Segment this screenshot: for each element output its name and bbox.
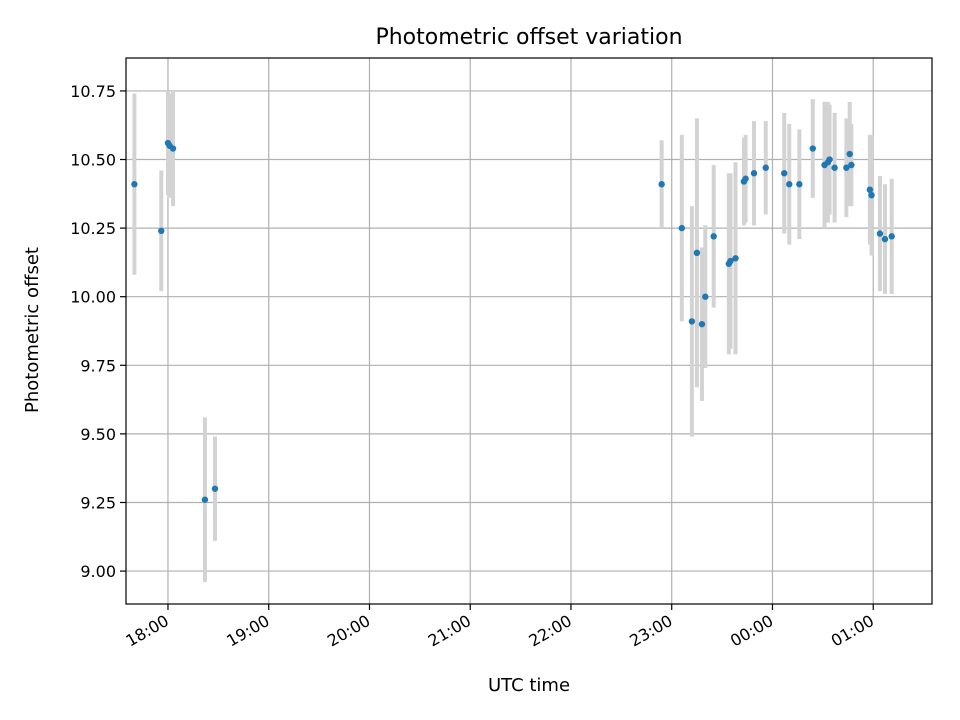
data-point xyxy=(678,224,686,232)
data-point xyxy=(750,170,758,177)
plot-frame xyxy=(125,57,933,605)
data-point xyxy=(866,186,874,193)
data-point xyxy=(658,181,665,188)
y-tick-label: 10.50 xyxy=(70,151,116,170)
y-axis-label: Photometric offset xyxy=(22,247,43,413)
data-point xyxy=(826,156,833,163)
y-tick-label: 9.00 xyxy=(80,562,116,581)
y-tick-label: 10.00 xyxy=(70,288,116,307)
data-point xyxy=(781,170,788,177)
y-tick-label: 9.50 xyxy=(80,425,116,444)
data-point xyxy=(727,257,734,265)
data-point xyxy=(702,293,709,300)
y-tick-label: 10.25 xyxy=(70,219,116,238)
data-point xyxy=(796,181,803,188)
data-point xyxy=(211,485,219,492)
data-point xyxy=(786,181,793,188)
data-point xyxy=(698,320,706,328)
chart-title: Photometric offset variation xyxy=(375,25,682,50)
data-point xyxy=(846,150,853,158)
data-point xyxy=(831,164,838,171)
y-tick-label: 9.75 xyxy=(80,356,116,375)
data-point xyxy=(848,161,855,169)
data-point xyxy=(888,233,895,240)
y-tick-label: 9.25 xyxy=(80,493,116,512)
x-axis-label: UTC time xyxy=(488,675,570,696)
data-point xyxy=(131,181,138,188)
data-point xyxy=(688,318,696,325)
data-point xyxy=(876,230,884,237)
data-point xyxy=(881,235,889,243)
data-point xyxy=(158,227,165,235)
data-point xyxy=(693,249,701,257)
data-point xyxy=(201,496,209,503)
point-layer xyxy=(131,139,895,503)
data-point xyxy=(742,175,749,182)
data-point xyxy=(169,145,177,152)
data-point xyxy=(809,145,816,152)
data-point xyxy=(710,233,717,240)
data-point xyxy=(762,164,769,171)
data-point xyxy=(843,164,850,171)
data-point xyxy=(732,255,739,262)
y-tick-label: 10.75 xyxy=(70,82,116,101)
data-point xyxy=(868,191,875,199)
